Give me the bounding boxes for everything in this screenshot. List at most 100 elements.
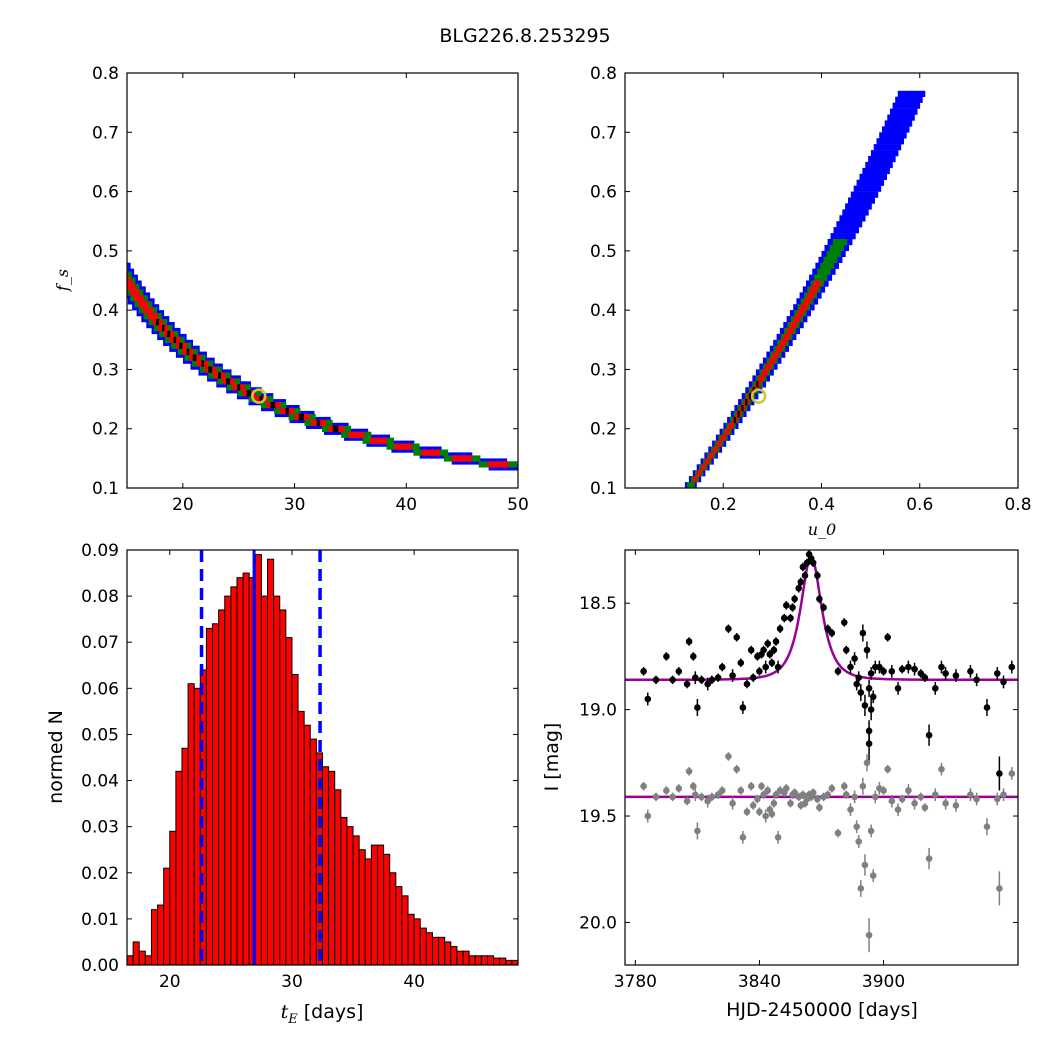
x-tick-label: 0.8: [1004, 495, 1031, 515]
data-point: [820, 604, 827, 611]
posterior-cell: [892, 102, 921, 109]
data-point: [675, 668, 683, 675]
residual-point: [652, 793, 660, 801]
posterior-cell: [127, 283, 136, 290]
residual-point: [683, 797, 691, 805]
x-tick-label: 3780: [614, 972, 657, 992]
posterior-cell: [130, 289, 140, 296]
plot-frame: [126, 72, 519, 489]
y-tick-label: 0.8: [92, 64, 119, 84]
histogram-bar: [499, 957, 507, 966]
y-tick-label: 0.04: [81, 772, 119, 792]
histogram-bar: [285, 637, 293, 966]
posterior-cell: [218, 372, 221, 379]
residual-point: [725, 753, 732, 760]
data-point: [694, 704, 701, 711]
posterior-cell: [783, 333, 790, 341]
posterior-cell: [720, 434, 726, 441]
summary-lines: [199, 550, 322, 965]
residual-point: [894, 806, 902, 813]
data-point: [905, 663, 912, 671]
posterior-cell: [865, 161, 893, 169]
posterior-cell: [830, 233, 856, 240]
data-point: [867, 670, 875, 677]
residual-point: [640, 782, 647, 790]
residual-point: [675, 785, 683, 792]
posterior-cell: [709, 452, 714, 459]
posterior-cell: [845, 203, 872, 210]
y-tick-label: 0.2: [92, 420, 119, 440]
posterior-cell: [817, 268, 831, 275]
y-tick-label: 19.5: [579, 807, 617, 827]
y-tick-label: 0.09: [81, 541, 119, 561]
data-point: [776, 625, 784, 632]
y-tick-label: 0.1: [590, 479, 617, 499]
data-point: [983, 704, 991, 711]
posterior-cell: [829, 244, 844, 252]
data-point: [865, 685, 873, 692]
data-point: [876, 663, 883, 671]
residual-point: [952, 802, 960, 809]
histogram-bar: [218, 609, 226, 966]
data-point: [787, 614, 794, 622]
histogram-bar: [193, 687, 201, 966]
data-point: [652, 676, 660, 684]
plot-frame: [624, 72, 1019, 489]
posterior-cell: [127, 271, 132, 278]
residual-point: [865, 931, 873, 939]
posterior-cell: [155, 319, 160, 326]
x-tick-label: 3900: [862, 972, 905, 992]
data-point: [764, 640, 771, 647]
histogram-bar: [413, 918, 421, 966]
data-point: [867, 706, 875, 713]
histogram-bar: [267, 558, 275, 966]
histogram-bar: [480, 955, 488, 966]
histogram-bar: [236, 577, 244, 966]
posterior-cell: [332, 425, 339, 432]
posterior-cell: [833, 227, 859, 234]
residual-point: [756, 808, 763, 816]
data-point: [911, 665, 918, 673]
data-point: [884, 634, 891, 641]
residual-point: [867, 827, 875, 835]
data-point: [1000, 678, 1007, 686]
data-point: [749, 674, 757, 681]
y-tick-label: 0.7: [590, 123, 617, 143]
posterior-cell: [862, 167, 890, 175]
histogram-bar: [462, 950, 470, 966]
histogram-bar: [163, 867, 171, 966]
data-point: [938, 663, 945, 671]
panel-fs-vs-te: 20 30 40 50 0.1 0.2 0.3 0.4 0.5 0.6 0.7 0.8 f_s: [53, 64, 529, 515]
histogram-bar: [254, 554, 262, 966]
residual-point: [747, 782, 755, 790]
data-point: [847, 663, 854, 671]
posterior-cell: [728, 422, 734, 429]
histogram-bar: [419, 927, 427, 966]
posterior-cell: [765, 363, 772, 370]
y-tick-label: 0.4: [92, 301, 119, 321]
residual-point: [791, 789, 798, 796]
x-axis-label-units: [days]: [298, 1001, 364, 1023]
residual-point: [669, 793, 676, 801]
posterior-cell: [147, 313, 158, 320]
histogram-bar: [468, 955, 476, 966]
plot-frame: [126, 549, 519, 966]
posterior-cell: [884, 120, 913, 127]
residual-point: [938, 765, 945, 773]
data-point: [994, 670, 1001, 677]
data-point: [809, 559, 817, 567]
histogram-bar: [401, 895, 409, 966]
posterior-cell: [786, 327, 794, 335]
data-point: [774, 663, 782, 671]
histogram-bar: [328, 770, 336, 966]
best-fit-marker: [251, 388, 267, 404]
residual-point: [925, 855, 933, 862]
y-tick-label: 0.01: [81, 910, 119, 930]
posterior-cell: [134, 295, 144, 302]
posterior-cell: [693, 476, 698, 483]
data-point: [663, 653, 670, 660]
posterior-cell: [779, 339, 787, 346]
posterior-cell: [882, 126, 910, 133]
x-tick-label: 50: [507, 495, 529, 515]
x-tick-label: 40: [395, 495, 417, 515]
